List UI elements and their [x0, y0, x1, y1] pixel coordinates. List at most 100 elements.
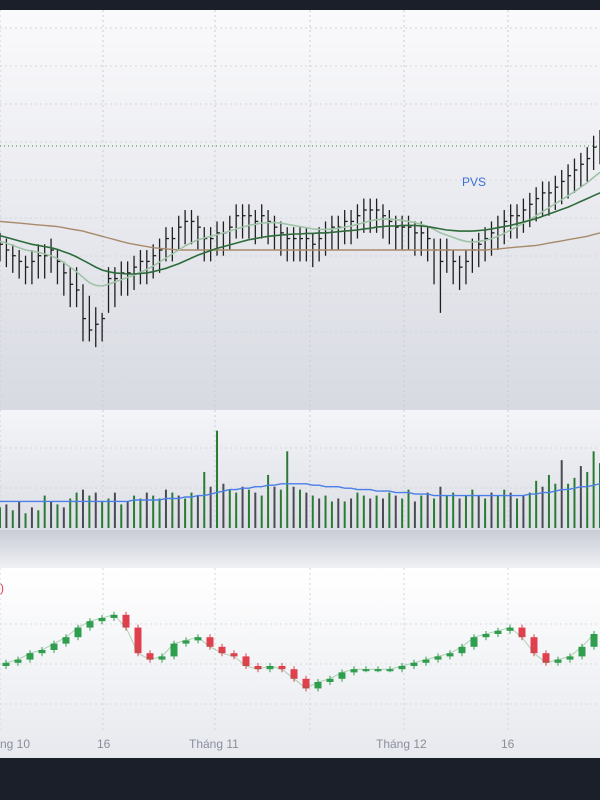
volume-bar — [324, 495, 327, 528]
volume-bar — [222, 483, 225, 528]
volume-bar — [375, 495, 378, 528]
volume-bar — [592, 451, 595, 528]
volume-bar — [337, 498, 340, 528]
volume-bar — [203, 471, 206, 528]
overview-panel[interactable] — [0, 568, 600, 758]
candle-body — [86, 621, 94, 628]
volume-bar — [267, 474, 270, 528]
candle-body — [62, 637, 70, 644]
candle-body — [266, 666, 274, 670]
volume-bar — [279, 489, 282, 528]
volume-bar — [407, 489, 410, 528]
volume-bar — [247, 489, 250, 528]
ma-mid-line — [0, 192, 600, 275]
candle-body — [542, 653, 550, 663]
candle-body — [470, 637, 478, 647]
volume-bar — [305, 492, 308, 528]
volume-bar — [235, 492, 238, 528]
candle-body — [158, 656, 166, 660]
candle-body — [50, 643, 58, 650]
candle-body — [122, 614, 130, 628]
candle-body — [386, 669, 394, 672]
volume-bar — [37, 510, 40, 528]
volume-bar — [273, 486, 276, 528]
volume-bar — [43, 495, 46, 528]
candle-body — [410, 662, 418, 666]
volume-bar — [81, 489, 84, 528]
candle-body — [530, 637, 538, 654]
candle-body — [338, 672, 346, 679]
volume-bar — [522, 495, 525, 528]
volume-bar — [158, 498, 161, 528]
volume-bar — [177, 495, 180, 528]
volume-bar — [560, 460, 563, 528]
volume-bar — [586, 471, 589, 528]
grid — [0, 10, 600, 730]
candle-body — [314, 682, 322, 689]
volume-bar — [299, 489, 301, 528]
volume-bar — [401, 498, 404, 528]
candle-body — [506, 627, 514, 631]
candle-body — [98, 618, 106, 622]
volume-bar — [260, 495, 263, 528]
volume-bar — [528, 492, 531, 528]
candle-body — [422, 659, 430, 663]
candle-body — [218, 646, 226, 654]
candle-body — [434, 656, 442, 660]
candle-body — [458, 646, 466, 654]
volume-bar — [254, 492, 257, 528]
candle-body — [254, 666, 262, 670]
volume-bar — [433, 498, 436, 528]
candle-body — [494, 630, 502, 634]
volume-bar — [164, 489, 167, 528]
volume-bar — [503, 489, 506, 528]
volume-bar — [490, 492, 493, 528]
volume-bar — [318, 498, 321, 528]
volume-bar — [471, 489, 474, 528]
volume-bar — [516, 498, 519, 528]
volume-bar — [0, 507, 1, 528]
ma-fast-line — [0, 171, 600, 287]
candle-body — [482, 634, 490, 638]
volume-bar — [88, 495, 91, 528]
candle-body — [326, 678, 334, 682]
price-panel[interactable] — [0, 10, 600, 410]
candle-body — [182, 640, 190, 644]
volume-bar — [356, 492, 359, 528]
volume-bar — [426, 492, 429, 528]
volume-bar — [458, 498, 461, 528]
volume-bar — [330, 501, 333, 528]
volume-bar — [567, 483, 570, 528]
overview-line — [5, 614, 595, 689]
candle-body — [110, 614, 118, 618]
volume-bar — [62, 507, 65, 528]
volume-bar — [496, 495, 499, 528]
volume-bar — [464, 495, 467, 528]
volume-bar — [107, 498, 110, 528]
volume-bar — [113, 492, 116, 528]
candle-body — [230, 653, 238, 657]
volume-bar — [184, 498, 187, 528]
candle-body — [290, 669, 298, 679]
candle-body — [74, 627, 82, 638]
candle-body — [446, 653, 454, 657]
volume-bar — [388, 492, 391, 528]
volume-bar — [420, 495, 423, 528]
candle-body — [38, 650, 46, 654]
candle-body — [242, 656, 250, 666]
time-tick-label: Tháng 12 — [376, 737, 427, 751]
candle-body — [518, 627, 526, 638]
time-tick-label: 16 — [501, 737, 515, 751]
volume-bar — [11, 510, 14, 528]
volume-bar — [350, 498, 353, 528]
volume-bar — [145, 492, 148, 528]
candle-body — [590, 634, 598, 647]
volume-bar — [30, 507, 33, 528]
volume-bar — [579, 466, 582, 528]
candle-body — [146, 653, 154, 660]
volume-bar — [369, 498, 372, 528]
volume-bar — [509, 492, 512, 528]
volume-bar — [209, 486, 212, 528]
volume-bar — [413, 501, 416, 528]
